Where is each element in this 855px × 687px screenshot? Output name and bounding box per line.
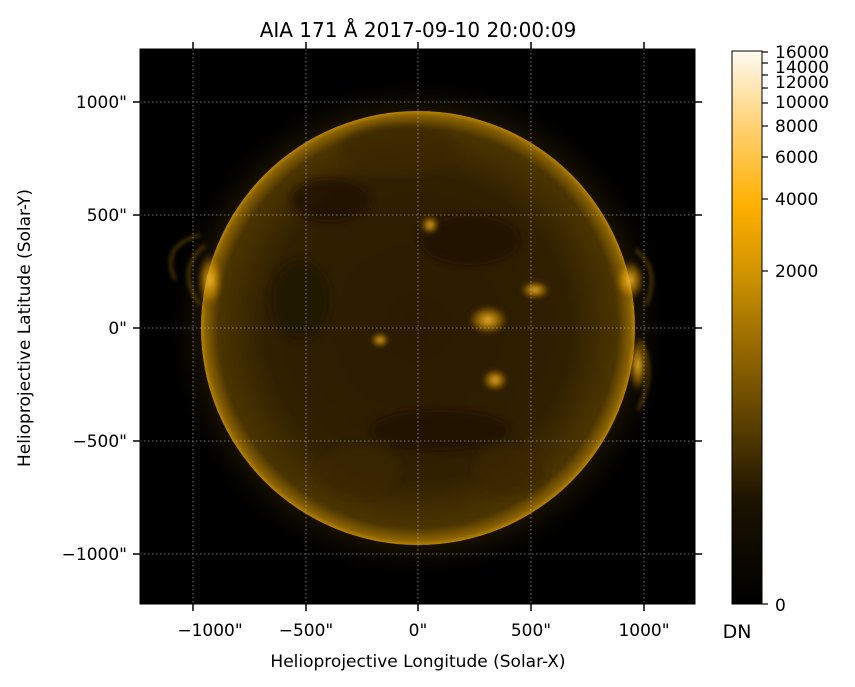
plot-frame	[139, 48, 696, 605]
x-tick-label: −500"	[279, 621, 334, 641]
x-tick-label: 500"	[511, 621, 551, 641]
y-tick-label: 500"	[87, 206, 127, 226]
y-tick-label: 1000"	[76, 93, 127, 113]
x-tick-label: 0"	[409, 621, 428, 641]
colorbar-tick-label: 2000	[775, 262, 818, 282]
colorbar: 16000 14000 12000 10000 8000 6000 4000 2…	[723, 43, 830, 643]
colorbar-tick-label: 10000	[775, 93, 829, 113]
colorbar-tick-label: 8000	[775, 117, 818, 137]
solar-disk	[201, 111, 635, 545]
figure-title: AIA 171 Å 2017-09-10 20:00:09	[260, 18, 577, 42]
y-tick-label: −500"	[72, 432, 127, 452]
colorbar-tick-label: 4000	[775, 190, 818, 210]
y-tick-label: 0"	[108, 319, 127, 339]
x-tick-labels: −1000" −500" 0" 500" 1000"	[177, 621, 669, 641]
x-tick-label: 1000"	[618, 621, 669, 641]
colorbar-unit-label: DN	[723, 621, 752, 643]
x-tick-label: −1000"	[177, 621, 242, 641]
grid-lines	[140, 49, 695, 604]
y-axis-label: Helioprojective Latitude (Solar-Y)	[15, 189, 35, 467]
colorbar-tick-label: 0	[775, 596, 786, 616]
axis-ticks	[133, 42, 702, 611]
colorbar-tick-label: 12000	[775, 73, 829, 93]
x-axis-label: Helioprojective Longitude (Solar-X)	[270, 652, 565, 672]
colorbar-tick-label: 6000	[775, 148, 818, 168]
colorbar-tick-label: 14000	[775, 58, 829, 78]
colorbar-tick-label: 16000	[775, 43, 829, 63]
y-tick-label: −1000"	[62, 545, 127, 565]
map-image	[140, 49, 695, 604]
y-tick-labels: 1000" 500" 0" −500" −1000"	[62, 93, 127, 565]
colorbar-gradient	[731, 50, 763, 605]
